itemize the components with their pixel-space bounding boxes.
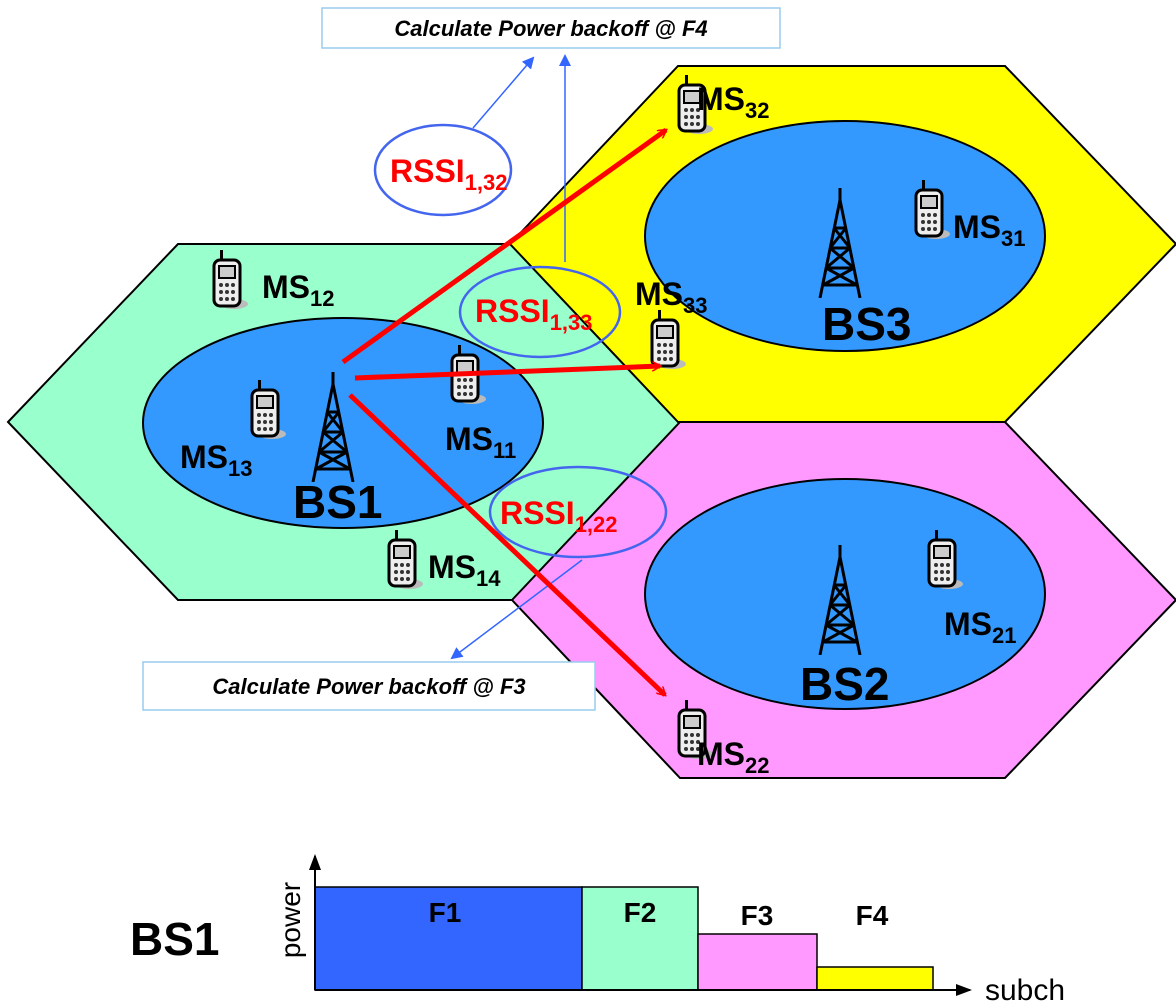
diagram: MS12 MS13 MS11 MS14 BS1 MS32 MS31 MS33 B… xyxy=(0,0,1176,1005)
bs-label: BS3 xyxy=(822,298,911,350)
x-axis-label: subch xyxy=(985,974,1065,1005)
band-bar xyxy=(698,934,817,990)
band-label: F4 xyxy=(856,900,889,931)
callout-text: Calculate Power backoff @ F3 xyxy=(212,674,525,699)
band-label: F2 xyxy=(624,897,657,928)
rssi-label: RSSI1,32 xyxy=(390,153,508,195)
band-label: F1 xyxy=(429,897,462,928)
y-axis-label: power xyxy=(275,882,306,958)
bs-label: BS2 xyxy=(800,658,889,710)
spectrum-station: BS1 xyxy=(130,913,219,965)
bs-label: BS1 xyxy=(293,476,382,528)
callout-text: Calculate Power backoff @ F4 xyxy=(394,16,707,41)
band-bar xyxy=(817,967,933,990)
band-label: F3 xyxy=(741,900,774,931)
